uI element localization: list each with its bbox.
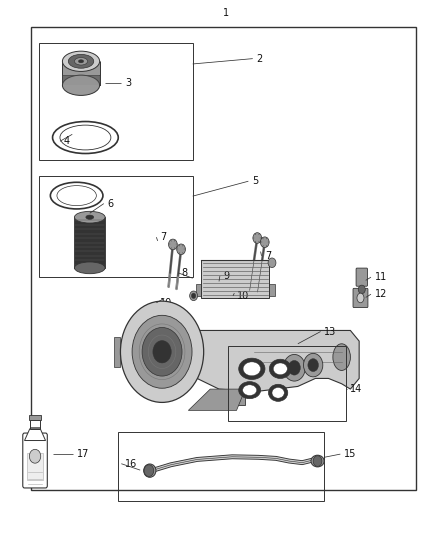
Ellipse shape [86,215,94,220]
Bar [196,284,202,296]
Bar [31,27,416,490]
Ellipse shape [53,122,118,154]
Bar [268,284,275,296]
Circle shape [313,456,322,466]
Ellipse shape [57,185,96,206]
Text: 3: 3 [125,78,131,87]
Circle shape [29,449,41,463]
Circle shape [177,244,185,255]
Ellipse shape [269,359,291,378]
Text: 12: 12 [374,289,387,299]
Text: 6: 6 [107,199,113,208]
Ellipse shape [74,262,105,274]
Bar [201,260,269,298]
Ellipse shape [74,58,88,65]
Circle shape [308,359,318,372]
Circle shape [304,353,323,377]
Circle shape [132,316,192,388]
Text: 15: 15 [344,449,356,459]
Polygon shape [197,330,359,392]
Circle shape [142,327,182,376]
Circle shape [190,291,198,301]
Bar [30,420,40,429]
Text: 2: 2 [256,54,262,63]
FancyBboxPatch shape [353,288,368,308]
Circle shape [283,354,305,381]
Ellipse shape [243,385,257,395]
Polygon shape [62,61,100,85]
Circle shape [268,258,276,268]
Ellipse shape [62,51,100,71]
Text: 9: 9 [223,271,230,281]
Bar [228,346,346,421]
Text: 10: 10 [160,298,172,308]
Ellipse shape [68,54,94,68]
Ellipse shape [311,455,324,467]
Ellipse shape [243,362,261,376]
FancyBboxPatch shape [23,433,47,488]
Ellipse shape [60,125,111,150]
Circle shape [153,341,171,363]
Bar [74,217,105,268]
Text: 7: 7 [160,232,166,242]
Circle shape [191,293,196,298]
Circle shape [120,301,204,402]
Ellipse shape [357,293,364,303]
Text: 8: 8 [182,268,188,278]
Bar [39,43,193,160]
Ellipse shape [272,387,284,398]
Ellipse shape [62,75,100,95]
Polygon shape [210,392,245,405]
Text: 16: 16 [125,459,137,469]
Ellipse shape [239,382,261,399]
Circle shape [253,233,261,244]
Ellipse shape [273,363,287,375]
Bar [118,432,324,501]
Bar [27,453,43,481]
Ellipse shape [333,344,350,370]
Circle shape [358,285,365,294]
Ellipse shape [268,384,288,401]
Bar [39,176,193,277]
Polygon shape [25,429,46,440]
Polygon shape [188,389,245,410]
Text: 1: 1 [223,9,230,18]
Text: 4: 4 [64,136,70,146]
Polygon shape [114,337,120,367]
Ellipse shape [50,182,103,209]
Bar [29,415,41,420]
Circle shape [144,465,154,477]
Ellipse shape [144,464,156,478]
Text: 14: 14 [350,384,363,394]
Ellipse shape [239,358,265,379]
Circle shape [288,360,300,375]
Ellipse shape [78,60,84,63]
Text: 17: 17 [77,449,89,459]
Text: 13: 13 [324,327,336,336]
Text: 10: 10 [237,291,249,301]
Circle shape [260,237,269,247]
Text: 5: 5 [252,176,258,186]
Polygon shape [62,75,100,85]
Text: 11: 11 [374,272,387,282]
Text: 7: 7 [265,251,271,261]
Ellipse shape [74,211,105,223]
Circle shape [169,239,177,250]
FancyBboxPatch shape [356,268,367,286]
